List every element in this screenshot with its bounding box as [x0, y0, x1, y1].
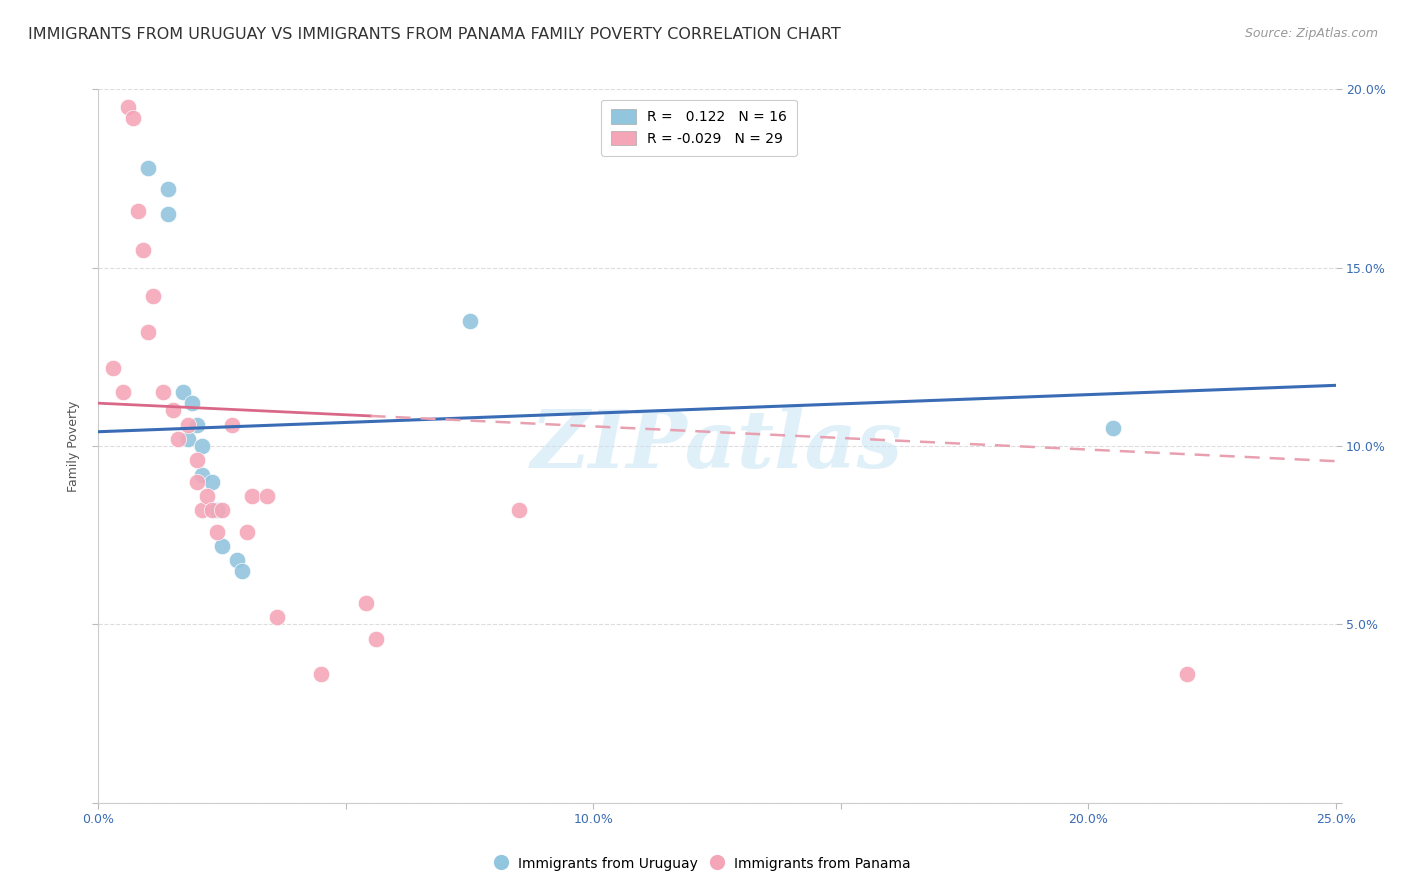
- Point: [156, 207, 179, 221]
- Point: [201, 503, 224, 517]
- Point: [195, 489, 218, 503]
- Point: [309, 667, 332, 681]
- Point: [186, 453, 208, 467]
- Point: [354, 596, 377, 610]
- Point: [166, 432, 188, 446]
- Y-axis label: Family Poverty: Family Poverty: [66, 401, 80, 491]
- Point: [256, 489, 278, 503]
- Point: [191, 503, 214, 517]
- Point: [191, 439, 214, 453]
- Point: [136, 161, 159, 175]
- Point: [132, 243, 155, 257]
- Legend: Immigrants from Uruguay, Immigrants from Panama: Immigrants from Uruguay, Immigrants from…: [491, 851, 915, 876]
- Point: [172, 385, 194, 400]
- Text: IMMIGRANTS FROM URUGUAY VS IMMIGRANTS FROM PANAMA FAMILY POVERTY CORRELATION CHA: IMMIGRANTS FROM URUGUAY VS IMMIGRANTS FR…: [28, 27, 841, 42]
- Point: [117, 100, 139, 114]
- Point: [1175, 667, 1198, 681]
- Point: [211, 503, 233, 517]
- Point: [201, 475, 224, 489]
- Point: [231, 564, 253, 578]
- Point: [181, 396, 204, 410]
- Point: [205, 503, 228, 517]
- Point: [508, 503, 530, 517]
- Point: [205, 524, 228, 539]
- Point: [142, 289, 165, 303]
- Text: ZIPatlas: ZIPatlas: [531, 408, 903, 484]
- Text: Source: ZipAtlas.com: Source: ZipAtlas.com: [1244, 27, 1378, 40]
- Point: [103, 360, 125, 375]
- Point: [136, 325, 159, 339]
- Point: [364, 632, 387, 646]
- Point: [186, 417, 208, 432]
- Point: [176, 432, 198, 446]
- Point: [240, 489, 263, 503]
- Point: [112, 385, 135, 400]
- Point: [226, 553, 249, 567]
- Point: [186, 475, 208, 489]
- Point: [176, 417, 198, 432]
- Point: [191, 467, 214, 482]
- Legend: R =   0.122   N = 16, R = -0.029   N = 29: R = 0.122 N = 16, R = -0.029 N = 29: [602, 100, 797, 156]
- Point: [122, 111, 145, 125]
- Point: [211, 539, 233, 553]
- Point: [152, 385, 174, 400]
- Point: [127, 203, 149, 218]
- Point: [221, 417, 243, 432]
- Point: [236, 524, 259, 539]
- Point: [1102, 421, 1125, 435]
- Point: [458, 314, 481, 328]
- Point: [162, 403, 184, 417]
- Point: [266, 610, 288, 624]
- Point: [156, 182, 179, 196]
